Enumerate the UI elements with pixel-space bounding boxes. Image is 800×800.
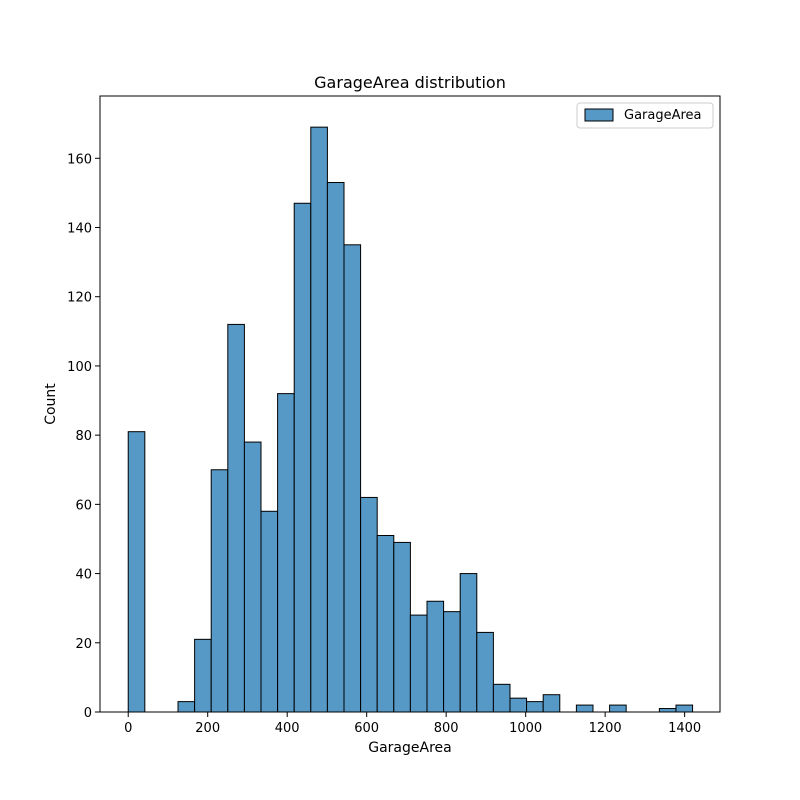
bars-group [127, 126, 694, 713]
histogram-bar [443, 611, 461, 713]
histogram-bar [476, 631, 494, 713]
y-tick-label: 60 [75, 498, 92, 513]
histogram-bar [177, 701, 196, 713]
y-tick-label: 100 [67, 360, 92, 375]
histogram-bar [260, 510, 279, 713]
histogram-bar [277, 393, 295, 713]
histogram-bar [210, 469, 229, 713]
x-tick-label: 1200 [589, 721, 622, 736]
y-tick-label: 160 [67, 152, 92, 167]
x-tick-label: 200 [195, 721, 220, 736]
y-tick-label: 0 [84, 706, 92, 721]
histogram-bar [509, 697, 528, 713]
x-tick-label: 0 [124, 721, 132, 736]
legend: GarageArea [576, 102, 714, 129]
histogram-bar [542, 694, 561, 713]
histogram-bar [326, 182, 345, 713]
histogram-bar [609, 704, 627, 713]
histogram-bar [526, 701, 544, 713]
histogram-bar [658, 708, 677, 713]
x-tick-label: 600 [354, 721, 379, 736]
x-tick-label: 1000 [509, 721, 542, 736]
histogram-bar [227, 323, 245, 713]
histogram-bar [393, 541, 411, 713]
y-tick-label: 140 [67, 222, 92, 237]
histogram-bar [310, 126, 328, 713]
y-tick-label: 120 [67, 291, 92, 306]
x-axis-label: GarageArea [368, 740, 451, 756]
histogram-bar [426, 600, 445, 713]
histogram-bar [194, 638, 212, 713]
y-tick-label: 40 [75, 568, 92, 583]
histogram-bar [343, 244, 362, 713]
histogram-bar [575, 704, 594, 713]
y-tick-label: 20 [75, 637, 92, 652]
histogram-bar [409, 614, 428, 713]
chart-title: GarageArea distribution [314, 73, 506, 92]
plot-frame [99, 95, 721, 713]
histogram-bar [127, 431, 146, 713]
histogram-bar [376, 535, 395, 713]
histogram-bar [360, 496, 378, 713]
x-tick-label: 400 [275, 721, 300, 736]
x-tick-label: 800 [434, 721, 459, 736]
histogram-bar [243, 441, 262, 713]
legend-swatch [584, 108, 614, 122]
histogram-bar [293, 202, 312, 713]
histogram-bar [492, 683, 511, 713]
y-axis-label: Count [43, 383, 59, 425]
histogram-bar [459, 573, 478, 713]
x-axis-ticks: 0 200 400 600 800 1000 1200 1400 [124, 712, 701, 736]
legend-label: GarageArea [624, 108, 702, 123]
y-tick-label: 80 [75, 429, 92, 444]
y-axis-ticks: 0 20 40 60 80 100 120 140 160 [67, 152, 100, 721]
histogram-bar [675, 704, 694, 713]
x-tick-label: 1400 [668, 721, 701, 736]
